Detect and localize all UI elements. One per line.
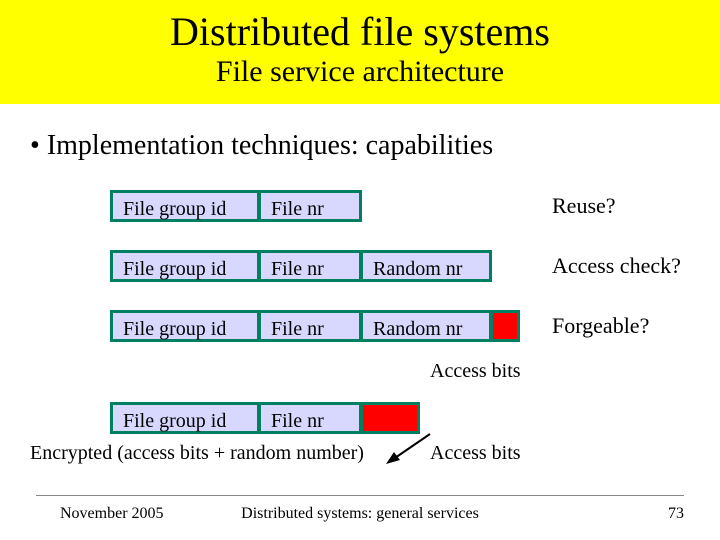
r2-file-nr: File nr	[258, 250, 362, 282]
r4-file-nr: File nr	[258, 402, 362, 434]
title-sub: File service architecture	[0, 55, 720, 89]
r3-file-group-id: File group id	[110, 310, 260, 342]
footer-page: 73	[668, 505, 684, 523]
r2-question: Access check?	[552, 253, 681, 279]
title-band: Distributed file systems File service ar…	[0, 0, 720, 89]
r4-access-bits-label: Access bits	[430, 442, 521, 465]
title-main: Distributed file systems	[0, 0, 720, 55]
r3-random-nr: Random nr	[360, 310, 492, 342]
footer-title: Distributed systems: general services	[0, 505, 720, 523]
r1-file-group-id: File group id	[110, 190, 260, 222]
r3-question: Forgeable?	[552, 313, 649, 339]
bullet-capabilities: Implementation techniques: capabilities	[30, 130, 493, 162]
r2-file-group-id: File group id	[110, 250, 260, 282]
r3-access-bits-box	[490, 310, 520, 342]
r3-file-nr: File nr	[258, 310, 362, 342]
r3-access-bits-label: Access bits	[430, 360, 521, 383]
footer-separator	[36, 495, 684, 496]
r2-random-nr: Random nr	[360, 250, 492, 282]
arrow-icon	[380, 430, 440, 470]
r1-file-nr: File nr	[258, 190, 362, 222]
r4-file-group-id: File group id	[110, 402, 260, 434]
r1-question: Reuse?	[552, 193, 616, 219]
r4-encrypted-label: Encrypted (access bits + random number)	[30, 442, 364, 465]
